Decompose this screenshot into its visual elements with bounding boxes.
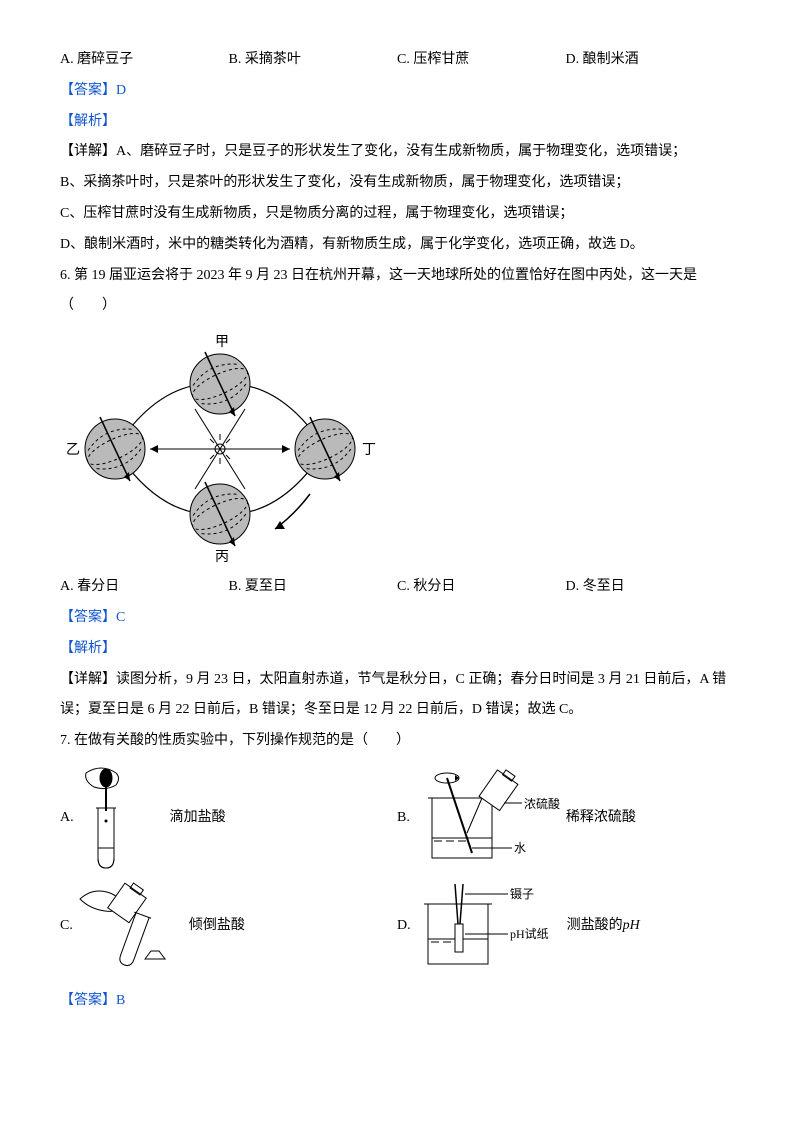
q5-options-row: A. 磨碎豆子 B. 采摘茶叶 C. 压榨甘蔗 D. 酿制米酒	[60, 45, 734, 76]
q7-stem: 7. 在做有关酸的性质实验中，下列操作规范的是（ ）	[60, 726, 734, 757]
q7-diagram-a	[76, 763, 166, 873]
q5-detail-a-text: A、磨碎豆子时，只是豆子的形状发生了变化，没有生成新物质，属于物理变化，选项错误…	[116, 144, 686, 159]
q6-stem: 6. 第 19 届亚运会将于 2023 年 9 月 23 日在杭州开幕，这一天地…	[60, 261, 734, 323]
q7-d-letter: D.	[397, 911, 411, 942]
q6-option-d: D. 冬至日	[566, 572, 735, 603]
q7-a-letter: A.	[60, 803, 74, 834]
q5-detail-b: B、采摘茶叶时，只是茶叶的形状发生了变化，没有生成新物质，属于物理变化，选项错误…	[60, 168, 734, 199]
q7-answer-line: 【答案】B	[60, 986, 734, 1017]
q5-answer-line: 【答案】D	[60, 76, 734, 107]
q5-detail-a: 【详解】A、磨碎豆子时，只是豆子的形状发生了变化，没有生成新物质，属于物理变化，…	[60, 137, 734, 168]
q7-diagram-c	[75, 879, 185, 974]
globe-top	[189, 352, 252, 416]
globe-left	[84, 417, 147, 481]
q7-d-anno2: pH试纸	[510, 926, 549, 941]
label-right: 丁	[362, 443, 376, 458]
q7-d-label: 测盐酸的pH	[567, 911, 640, 942]
q5-detail-c: C、压榨甘蔗时没有生成新物质，只是物质分离的过程，属于物理变化，选项错误；	[60, 199, 734, 230]
q6-answer-value: C	[116, 610, 125, 625]
q6-answer-line: 【答案】C	[60, 603, 734, 634]
globe-right	[294, 417, 357, 481]
label-left: 乙	[66, 442, 80, 458]
q7-option-d: D. 镊子 pH试纸 测盐酸的pH	[397, 879, 734, 974]
q6-option-b: B. 夏至日	[229, 572, 398, 603]
q7-option-c: C. 倾倒盐酸	[60, 879, 397, 974]
arrow-left-icon	[150, 445, 158, 453]
q6-detail-text: 读图分析，9 月 23 日，太阳直射赤道，节气是秋分日，C 正确；春分日时间是 …	[60, 672, 726, 718]
q5-option-d: D. 酿制米酒	[566, 45, 735, 76]
arrow-right-icon	[282, 445, 290, 453]
q6-option-a: A. 春分日	[60, 572, 229, 603]
q5-option-b: B. 采摘茶叶	[229, 45, 398, 76]
q5-option-c: C. 压榨甘蔗	[397, 45, 566, 76]
q6-detail: 【详解】读图分析，9 月 23 日，太阳直射赤道，节气是秋分日，C 正确；春分日…	[60, 665, 734, 727]
q5-analysis-header: 【解析】	[60, 107, 734, 138]
q7-stem-text: 在做有关酸的性质实验中，下列操作规范的是（ ）	[71, 733, 411, 748]
q6-option-c: C. 秋分日	[397, 572, 566, 603]
q6-detail-label: 【详解】	[60, 672, 116, 687]
q7-answer-label: 【答案】	[60, 993, 116, 1008]
q7-row-ab: A. 滴加盐酸 B.	[60, 763, 734, 873]
q7-option-a: A. 滴加盐酸	[60, 763, 397, 873]
q7-diagram-b: 浓硫酸 水	[412, 768, 562, 868]
label-bottom: 丙	[215, 550, 229, 564]
q7-a-label: 滴加盐酸	[170, 803, 226, 834]
q6-stem-text: 第 19 届亚运会将于 2023 年 9 月 23 日在杭州开幕，这一天地球所处…	[60, 268, 697, 314]
q7-c-letter: C.	[60, 911, 73, 942]
q7-answer-value: B	[116, 993, 125, 1008]
globe-bottom	[189, 482, 252, 546]
q7-c-label: 倾倒盐酸	[189, 911, 245, 942]
q6-answer-label: 【答案】	[60, 610, 116, 625]
q5-detail-label: 【详解】	[60, 144, 116, 159]
q5-detail-d: D、酿制米酒时，米中的糖类转化为酒精，有新物质生成，属于化学变化，选项正确，故选…	[60, 230, 734, 261]
q7-number: 7.	[60, 733, 71, 748]
q7-option-b: B. 浓硫酸 水	[397, 763, 734, 873]
label-top: 甲	[215, 335, 229, 350]
q7-d-anno1: 镊子	[510, 887, 534, 901]
q7-b-letter: B.	[397, 803, 410, 834]
q6-number: 6.	[60, 268, 71, 283]
q7-b-anno1: 浓硫酸	[524, 796, 560, 811]
q7-b-anno2: 水	[514, 841, 526, 855]
q6-options-row: A. 春分日 B. 夏至日 C. 秋分日 D. 冬至日	[60, 572, 734, 603]
q5-answer-label: 【答案】	[60, 83, 116, 98]
q7-row-cd: C. 倾倒盐酸 D.	[60, 879, 734, 974]
q5-answer-value: D	[116, 83, 126, 98]
q5-option-a: A. 磨碎豆子	[60, 45, 229, 76]
q7-diagram-d: 镊子 pH试纸	[413, 879, 563, 974]
q6-diagram: 甲 乙 丁 丙	[60, 334, 734, 564]
q7-b-label: 稀释浓硫酸	[566, 803, 636, 834]
q6-orbit-diagram: 甲 乙 丁 丙	[60, 334, 380, 564]
q6-analysis-header: 【解析】	[60, 634, 734, 665]
